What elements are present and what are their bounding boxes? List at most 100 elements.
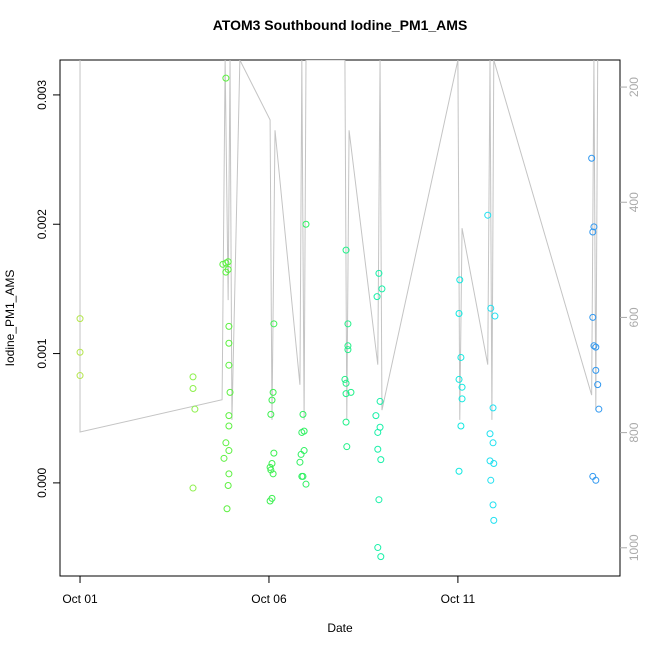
y-tick-label: 0.000 <box>35 468 49 498</box>
line <box>79 60 599 433</box>
point <box>298 472 306 480</box>
y-tick-label: 0.003 <box>35 80 49 110</box>
point <box>347 388 355 396</box>
point <box>222 439 230 447</box>
point <box>225 412 233 420</box>
point <box>189 373 197 381</box>
point <box>226 388 234 396</box>
point <box>189 384 197 392</box>
point <box>374 445 382 453</box>
point <box>269 388 277 396</box>
point <box>342 390 350 398</box>
point <box>455 375 463 383</box>
point <box>223 505 231 513</box>
point <box>268 459 276 467</box>
point <box>594 381 602 389</box>
point <box>376 397 384 405</box>
point <box>590 223 598 231</box>
point <box>343 443 351 451</box>
point <box>267 410 275 418</box>
point <box>342 379 350 387</box>
point <box>457 353 465 361</box>
point <box>344 346 352 354</box>
point <box>373 293 381 301</box>
point <box>344 342 352 350</box>
point <box>344 320 352 328</box>
point <box>76 372 84 380</box>
point <box>377 456 385 464</box>
point <box>592 366 600 374</box>
point <box>298 428 306 436</box>
point <box>225 422 233 430</box>
point <box>302 480 310 488</box>
point <box>375 496 383 504</box>
point <box>487 304 495 312</box>
x-tick-label: Oct 11 <box>441 592 476 606</box>
point <box>222 74 230 82</box>
point <box>458 395 466 403</box>
chart-title: ATOM3 Southbound Iodine_PM1_AMS <box>213 17 468 33</box>
point <box>595 405 603 413</box>
point <box>191 405 199 413</box>
x-tick-label: Oct 01 <box>62 592 98 606</box>
point <box>297 450 305 458</box>
point <box>490 459 498 467</box>
point <box>592 343 600 351</box>
point <box>487 476 495 484</box>
point <box>592 476 600 484</box>
point <box>375 269 383 277</box>
y2-tick-label: 600 <box>627 307 641 327</box>
point <box>225 361 233 369</box>
point <box>222 268 230 276</box>
point <box>268 396 276 404</box>
point <box>225 470 233 478</box>
point <box>457 422 465 430</box>
point <box>489 404 497 412</box>
point <box>268 494 276 502</box>
point <box>455 467 463 475</box>
point <box>372 412 380 420</box>
point <box>458 383 466 391</box>
y-tick-label: 0.002 <box>35 209 49 239</box>
point <box>374 544 382 552</box>
point <box>302 220 310 228</box>
y2-tick-label: 800 <box>627 422 641 442</box>
point <box>489 501 497 509</box>
y-tick-label: 0.001 <box>35 338 49 368</box>
point <box>270 449 278 457</box>
point <box>299 410 307 418</box>
y-axis-label: Iodine_PM1_AMS <box>3 270 17 367</box>
point <box>224 481 232 489</box>
point <box>486 430 494 438</box>
y2-tick-label: 200 <box>627 77 641 97</box>
point <box>189 484 197 492</box>
point <box>296 458 304 466</box>
point <box>267 466 275 474</box>
point <box>220 454 228 462</box>
point <box>490 516 498 524</box>
x-axis-label: Date <box>327 621 353 635</box>
x-tick-label: Oct 06 <box>251 592 287 606</box>
point <box>489 439 497 447</box>
y2-tick-label: 400 <box>627 192 641 212</box>
point <box>589 228 597 236</box>
point <box>342 418 350 426</box>
point <box>491 312 499 320</box>
point <box>76 315 84 323</box>
point <box>455 309 463 317</box>
point <box>76 348 84 356</box>
point <box>378 285 386 293</box>
point <box>590 342 598 350</box>
point <box>589 313 597 321</box>
y2-tick-label: 1000 <box>627 534 641 561</box>
point <box>342 246 350 254</box>
point <box>588 154 596 162</box>
point <box>225 447 233 455</box>
point <box>225 322 233 330</box>
point <box>269 470 277 478</box>
point <box>456 276 464 284</box>
point <box>377 553 385 561</box>
point <box>341 375 349 383</box>
